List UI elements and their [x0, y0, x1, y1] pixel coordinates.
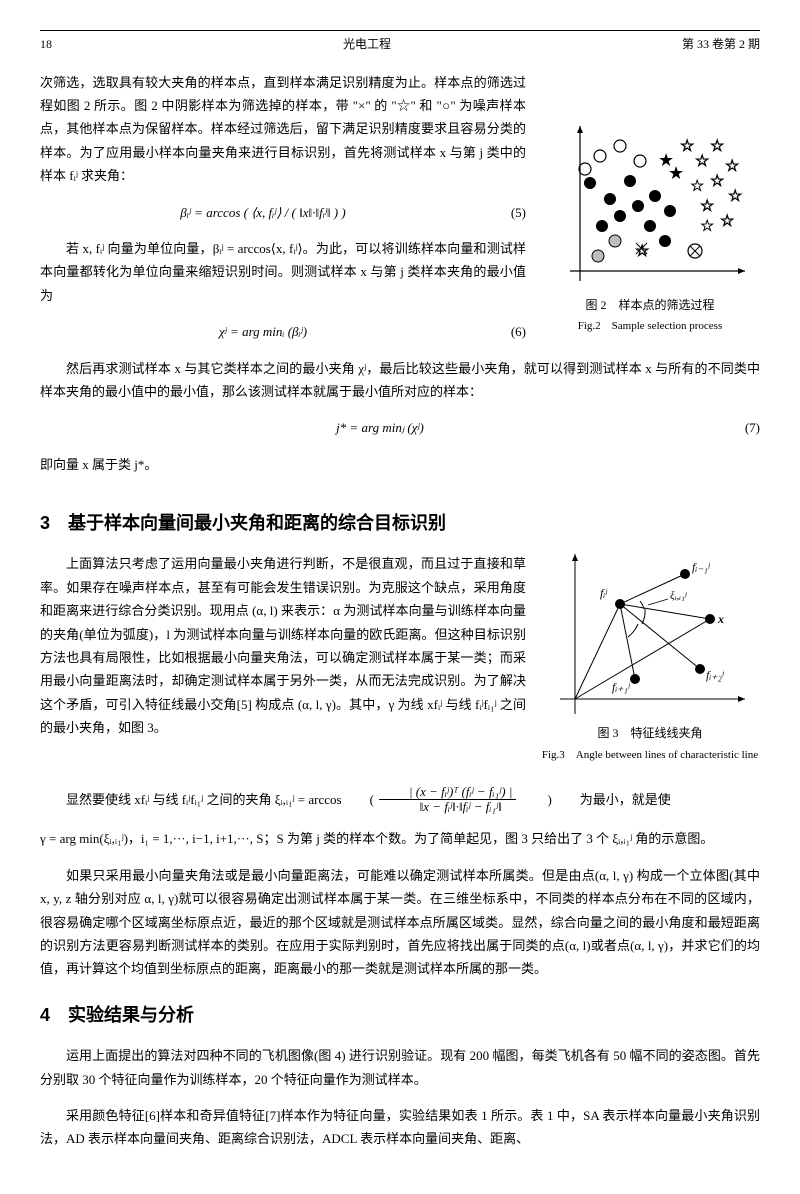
- svg-text:☆: ☆: [728, 188, 742, 205]
- paragraph-3: 然后再求测试样本 x 与其它类样本之间的最小夹角 χʲ，最后比较这些最小夹角，就…: [40, 357, 760, 404]
- page-header: 18 光电工程 第 33 卷第 2 期: [40, 30, 760, 56]
- sec3-para2a: 显然要使线 xfᵢʲ 与线 fᵢʲfᵢ₁ʲ 之间的夹角 ξᵢ,ᵢ₁ʲ = arc…: [40, 788, 342, 811]
- equation-5: βᵢʲ = arccos ( ⟨x, fᵢʲ⟩ / ( ‖x‖·‖fᵢʲ‖ ) …: [40, 201, 526, 224]
- figure-2-caption-cn: 图 2 样本点的筛选过程: [540, 295, 760, 317]
- svg-text:ξᵢ,ᵢ₁ʲ: ξᵢ,ᵢ₁ʲ: [670, 590, 688, 602]
- svg-text:☆: ☆: [690, 178, 704, 195]
- svg-text:☆: ☆: [710, 173, 724, 190]
- paragraph-4: 即向量 x 属于类 j*。: [40, 453, 760, 476]
- fraction: | (x − fᵢʲ)ᵀ (fᵢʲ − fᵢ₁ʲ) | ‖x − fᵢʲ‖·‖f…: [376, 785, 520, 815]
- equation-6: χʲ = arg minᵢ (βᵢʲ) (6): [40, 320, 526, 343]
- svg-text:☆: ☆: [710, 138, 724, 155]
- frac-den: ‖x − fᵢʲ‖·‖fᵢʲ − fᵢ₁ʲ‖: [390, 800, 506, 814]
- right-paren: ): [519, 788, 553, 811]
- equation-7: j* = arg minⱼ (χʲ) (7): [40, 416, 760, 439]
- equation-7-body: j* = arg minⱼ (χʲ): [40, 416, 720, 439]
- section-4-paragraph-1: 运用上面提出的算法对四种不同的飞机图像(图 4) 进行识别验证。现有 200 幅…: [40, 1044, 760, 1091]
- page-number: 18: [40, 34, 52, 56]
- figure-3: fᵢʲ fᵢ₋₁ʲ x fᵢ₊₂ʲ fᵢ₊₁ʲ ξᵢ,ᵢ₁ʲ 图 3 特征线线夹…: [540, 549, 760, 765]
- volume-issue: 第 33 卷第 2 期: [682, 34, 760, 56]
- sec3-para2b: 为最小，就是使: [554, 788, 671, 811]
- section-3-heading: 3 基于样本向量间最小夹角和距离的综合目标识别: [40, 507, 760, 539]
- svg-text:☆: ☆: [700, 218, 714, 235]
- figure-2: ★ ★ ☆ ☆ ☆ ☆ ☆ ☆ ☆ ☆ ☆ ☆ ☆ 图 2 样本点的筛选过程 F…: [540, 121, 760, 337]
- section-4-paragraph-2: 采用颜色特征[6]样本和奇异值特征[7]样本作为特征向量，实验结果如表 1 所示…: [40, 1104, 760, 1151]
- svg-text:☆: ☆: [635, 243, 649, 260]
- journal-title: 光电工程: [343, 34, 391, 56]
- section-3-paragraph-4: 如果只采用最小向量夹角法或是最小向量距离法，可能难以确定测试样本所属类。但是由点…: [40, 864, 760, 981]
- equation-7-num: (7): [720, 416, 760, 439]
- svg-text:fᵢʲ: fᵢʲ: [600, 586, 608, 600]
- equation-5-num: (5): [486, 201, 526, 224]
- svg-text:fᵢ₋₁ʲ: fᵢ₋₁ʲ: [692, 560, 711, 574]
- svg-text:☆: ☆: [720, 213, 734, 230]
- equation-6-num: (6): [486, 320, 526, 343]
- equation-6-body: χʲ = arg minᵢ (βᵢʲ): [40, 320, 486, 343]
- svg-text:x: x: [717, 612, 724, 626]
- equation-5-body: βᵢʲ = arccos ( ⟨x, fᵢʲ⟩ / ( ‖x‖·‖fᵢʲ‖ ) …: [40, 201, 486, 224]
- section-4-heading: 4 实验结果与分析: [40, 999, 760, 1031]
- section-3-paragraph-2: 显然要使线 xfᵢʲ 与线 fᵢʲfᵢ₁ʲ 之间的夹角 ξᵢ,ᵢ₁ʲ = arc…: [40, 785, 760, 815]
- svg-text:☆: ☆: [700, 198, 714, 215]
- left-paren: (: [342, 788, 376, 811]
- svg-text:★: ★: [668, 163, 684, 183]
- svg-text:☆: ☆: [695, 153, 709, 170]
- figure-3-caption-en: Fig.3 Angle between lines of characteris…: [540, 746, 760, 766]
- figure-2-svg: ★ ★ ☆ ☆ ☆ ☆ ☆ ☆ ☆ ☆ ☆ ☆ ☆: [550, 121, 750, 291]
- svg-text:☆: ☆: [725, 158, 739, 175]
- figure-3-caption-cn: 图 3 特征线线夹角: [540, 723, 760, 745]
- svg-text:☆: ☆: [680, 138, 694, 155]
- section-3-paragraph-3: γ = arg min(ξᵢ,ᵢ₁ʲ)，i₁ = 1,···, i−1, i+1…: [40, 827, 760, 850]
- svg-text:fᵢ₊₁ʲ: fᵢ₊₁ʲ: [612, 680, 631, 694]
- figure-2-caption-en: Fig.2 Sample selection process: [540, 317, 760, 337]
- figure-3-svg: fᵢʲ fᵢ₋₁ʲ x fᵢ₊₂ʲ fᵢ₊₁ʲ ξᵢ,ᵢ₁ʲ: [550, 549, 750, 719]
- svg-text:fᵢ₊₂ʲ: fᵢ₊₂ʲ: [706, 668, 725, 682]
- frac-num: | (x − fᵢʲ)ᵀ (fᵢʲ − fᵢ₁ʲ) |: [379, 785, 517, 800]
